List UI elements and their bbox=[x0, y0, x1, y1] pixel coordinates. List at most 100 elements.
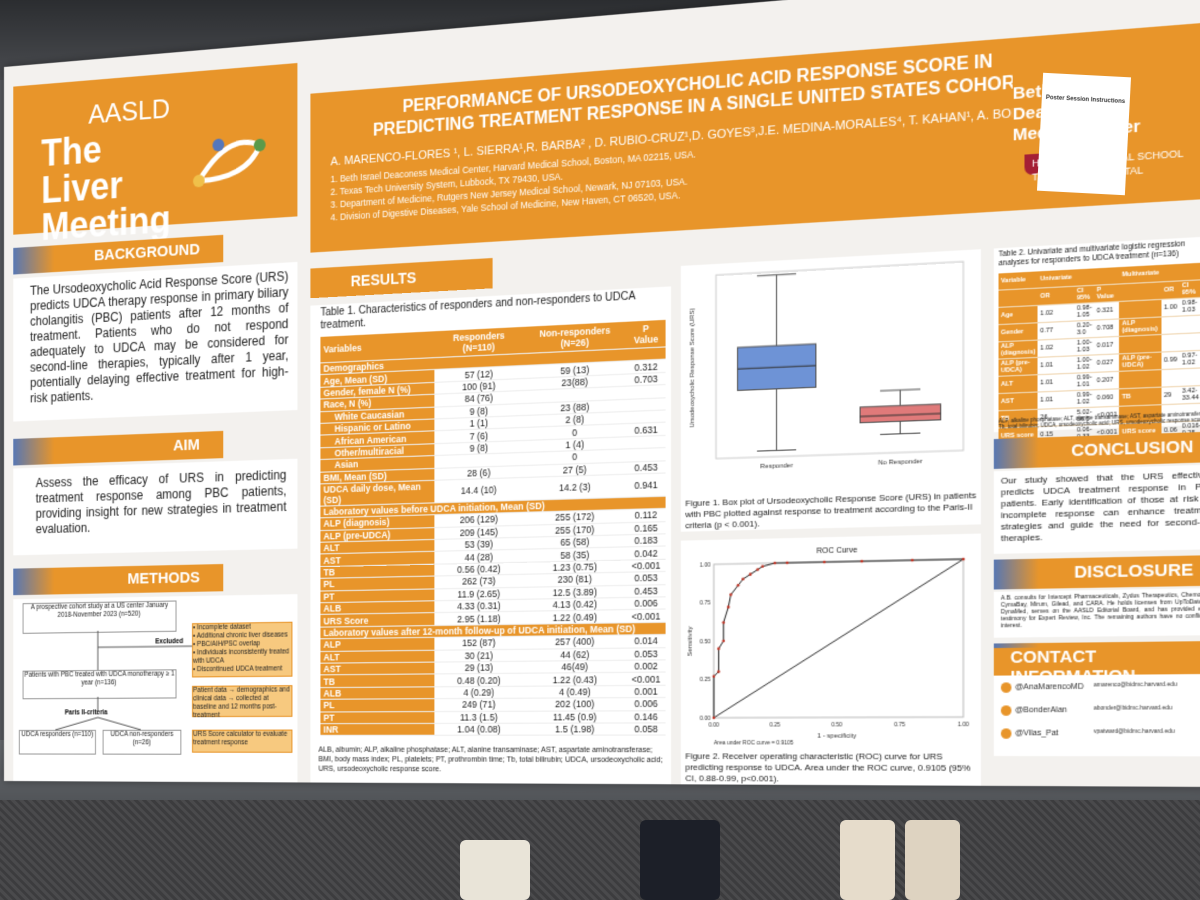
instruction-sheet: Poster Session Instructions bbox=[1037, 73, 1131, 195]
table-cell: 1.04 (0.08) bbox=[434, 723, 523, 735]
table-cell: 1.00 bbox=[1162, 299, 1180, 317]
table-cell: 44 (62) bbox=[524, 648, 627, 662]
table-cell: 0.006 bbox=[626, 698, 665, 711]
contact-handle: @AnaMarencoMD bbox=[1015, 683, 1084, 692]
table-cell: 0.001 bbox=[626, 685, 665, 698]
background-text: The Ursodeoxycholic Acid Response Score … bbox=[30, 269, 288, 407]
table-cell: OR bbox=[1162, 281, 1180, 299]
figure2-panel: ROC Curve 0.00 0.25 0.50 0.75 1.00 0.00 0.25 0.5… bbox=[681, 534, 981, 786]
visitor-leg bbox=[840, 820, 895, 900]
roc-point bbox=[712, 675, 715, 678]
x-icon bbox=[1001, 728, 1012, 738]
visitor-leg bbox=[905, 820, 960, 900]
table-cell: P Value bbox=[1094, 284, 1119, 303]
aim-heading: AIM bbox=[160, 435, 214, 455]
aim-header: AIM bbox=[13, 431, 223, 466]
table-cell: 0.453 bbox=[626, 460, 665, 474]
table-cell: 1.22 (0.43) bbox=[524, 673, 627, 686]
table-cell: 0.20-3.0 bbox=[1074, 320, 1094, 338]
table-cell: 30 (21) bbox=[434, 649, 523, 662]
contact-email: amarenco@bidmc.harvard.edu bbox=[1094, 681, 1177, 689]
table-cell: 14.4 (10) bbox=[434, 477, 523, 502]
table-cell: 1.5 (1.98) bbox=[524, 723, 627, 736]
visitor-legs bbox=[460, 820, 1120, 900]
background-heading: BACKGROUND bbox=[81, 240, 214, 266]
results-header: RESULTS bbox=[310, 258, 492, 298]
table-cell: Univariate bbox=[1038, 269, 1074, 288]
table-cell: 1.01 bbox=[1038, 373, 1074, 392]
table-cell: 29 (13) bbox=[434, 661, 523, 674]
figure1-panel: Ursodeoxycholic Response Score (URS) Resp… bbox=[681, 249, 981, 532]
category-label: Responder bbox=[760, 463, 793, 471]
contact-header: CONTACT INFORMATION bbox=[994, 641, 1200, 673]
table-cell: 0.98-1.03 bbox=[1180, 297, 1200, 316]
table-cell bbox=[1162, 334, 1180, 352]
disclosure-header: DISCLOSURE bbox=[994, 555, 1200, 590]
table-cell: 0.941 bbox=[626, 473, 665, 497]
methods-header: METHODS bbox=[13, 564, 223, 595]
table-cell: TB bbox=[1120, 387, 1162, 406]
methods-heading: METHODS bbox=[114, 568, 213, 588]
table-cell bbox=[1162, 369, 1180, 387]
category-label: No Responder bbox=[878, 459, 922, 467]
y-axis-label: Sensitivity bbox=[687, 625, 694, 656]
x-icon bbox=[1001, 705, 1012, 715]
disclosure-text: A.B. consults for Intercept Pharmaceutic… bbox=[1001, 592, 1200, 630]
table-cell: 0.99-1.02 bbox=[1074, 390, 1094, 408]
table-cell: 202 (100) bbox=[524, 698, 627, 711]
table-cell: CI 95% bbox=[1180, 280, 1200, 299]
table-cell: AST bbox=[999, 392, 1038, 411]
table-cell: 0.017 bbox=[1094, 336, 1119, 355]
table-cell: 0.99-1.01 bbox=[1074, 372, 1094, 390]
disclosure-panel: A.B. consults for Intercept Pharmaceutic… bbox=[994, 588, 1200, 638]
y-tick-label: 0.50 bbox=[700, 639, 711, 646]
table-cell: 0.453 bbox=[626, 584, 665, 597]
table-cell: 1.02 bbox=[1038, 304, 1074, 323]
conclusion-heading: CONCLUSION bbox=[1054, 436, 1200, 461]
table1-footnote: ALB, albumin; ALP, alkaline phosphatase;… bbox=[318, 745, 665, 775]
table-cell: 11.45 (0.9) bbox=[524, 710, 627, 723]
y-tick-label: 0.25 bbox=[700, 677, 711, 684]
x-axis-label: 1 - specificity bbox=[817, 733, 857, 740]
logo-line2: The Liver Meeting bbox=[41, 125, 184, 247]
roc-chart: ROC Curve 0.00 0.25 0.50 0.75 1.00 0.00 0.25 0.5… bbox=[681, 534, 981, 746]
figure1-caption: Figure 1. Box plot of Ursodeoxycholic Re… bbox=[685, 490, 977, 532]
results-heading: RESULTS bbox=[351, 269, 417, 290]
table-cell bbox=[1180, 333, 1200, 352]
conclusion-text: Our study showed that the URS effectivel… bbox=[1001, 469, 1200, 544]
table-cell: 0.053 bbox=[626, 572, 665, 585]
roc-point bbox=[712, 716, 715, 719]
auc-annotation: Area under ROC curve = 0.9105 bbox=[714, 740, 794, 746]
box-plot: Ursodeoxycholic Response Score (URS) Resp… bbox=[681, 249, 981, 487]
table-cell: Variable bbox=[999, 271, 1038, 290]
table-cell: 0.002 bbox=[626, 660, 665, 673]
visitor-leg bbox=[460, 840, 530, 900]
table-cell bbox=[1180, 368, 1200, 387]
table-cell: 249 (71) bbox=[434, 698, 523, 711]
contact-email: vpatward@bidmc.harvard.edu bbox=[1094, 728, 1175, 735]
contact-item: @Vilas_Pat bbox=[1001, 728, 1059, 738]
table-cell: ALT bbox=[320, 650, 434, 663]
y-tick-label: 0.75 bbox=[700, 601, 711, 608]
table-cell: ALT bbox=[999, 375, 1038, 394]
table1: Variables Responders (N=110) Non-responder… bbox=[320, 320, 665, 736]
table-cell: 0.77 bbox=[1038, 321, 1074, 340]
table-cell: 14.2 (3) bbox=[524, 474, 627, 500]
table-cell: ALP (pre-UDCA) bbox=[999, 357, 1038, 376]
x-tick-label: 0.50 bbox=[831, 722, 842, 729]
table-cell: 0.98-1.05 bbox=[1074, 303, 1094, 321]
table-cell: 1.00-1.03 bbox=[1074, 338, 1094, 356]
table-cell: ALP (pre-UDCA) bbox=[1120, 352, 1162, 371]
table-cell: 46(49) bbox=[524, 660, 627, 673]
table-cell: P Value bbox=[626, 320, 665, 349]
table-cell: 0.99 bbox=[1162, 351, 1180, 369]
aim-panel: Assess the efficacy of URS in predicting… bbox=[13, 459, 297, 556]
table-cell: OR bbox=[1038, 286, 1074, 305]
contact-email: abonder@bidmc.harvard.edu bbox=[1094, 705, 1173, 712]
x-tick-label: 0.00 bbox=[708, 722, 719, 729]
x-tick-label: 0.25 bbox=[769, 722, 780, 729]
table-cell: 0.207 bbox=[1094, 371, 1119, 389]
y-tick-label: 1.00 bbox=[700, 562, 711, 569]
table-cell: 0.165 bbox=[626, 521, 665, 535]
table-cell: 0.48 (0.20) bbox=[434, 674, 523, 687]
